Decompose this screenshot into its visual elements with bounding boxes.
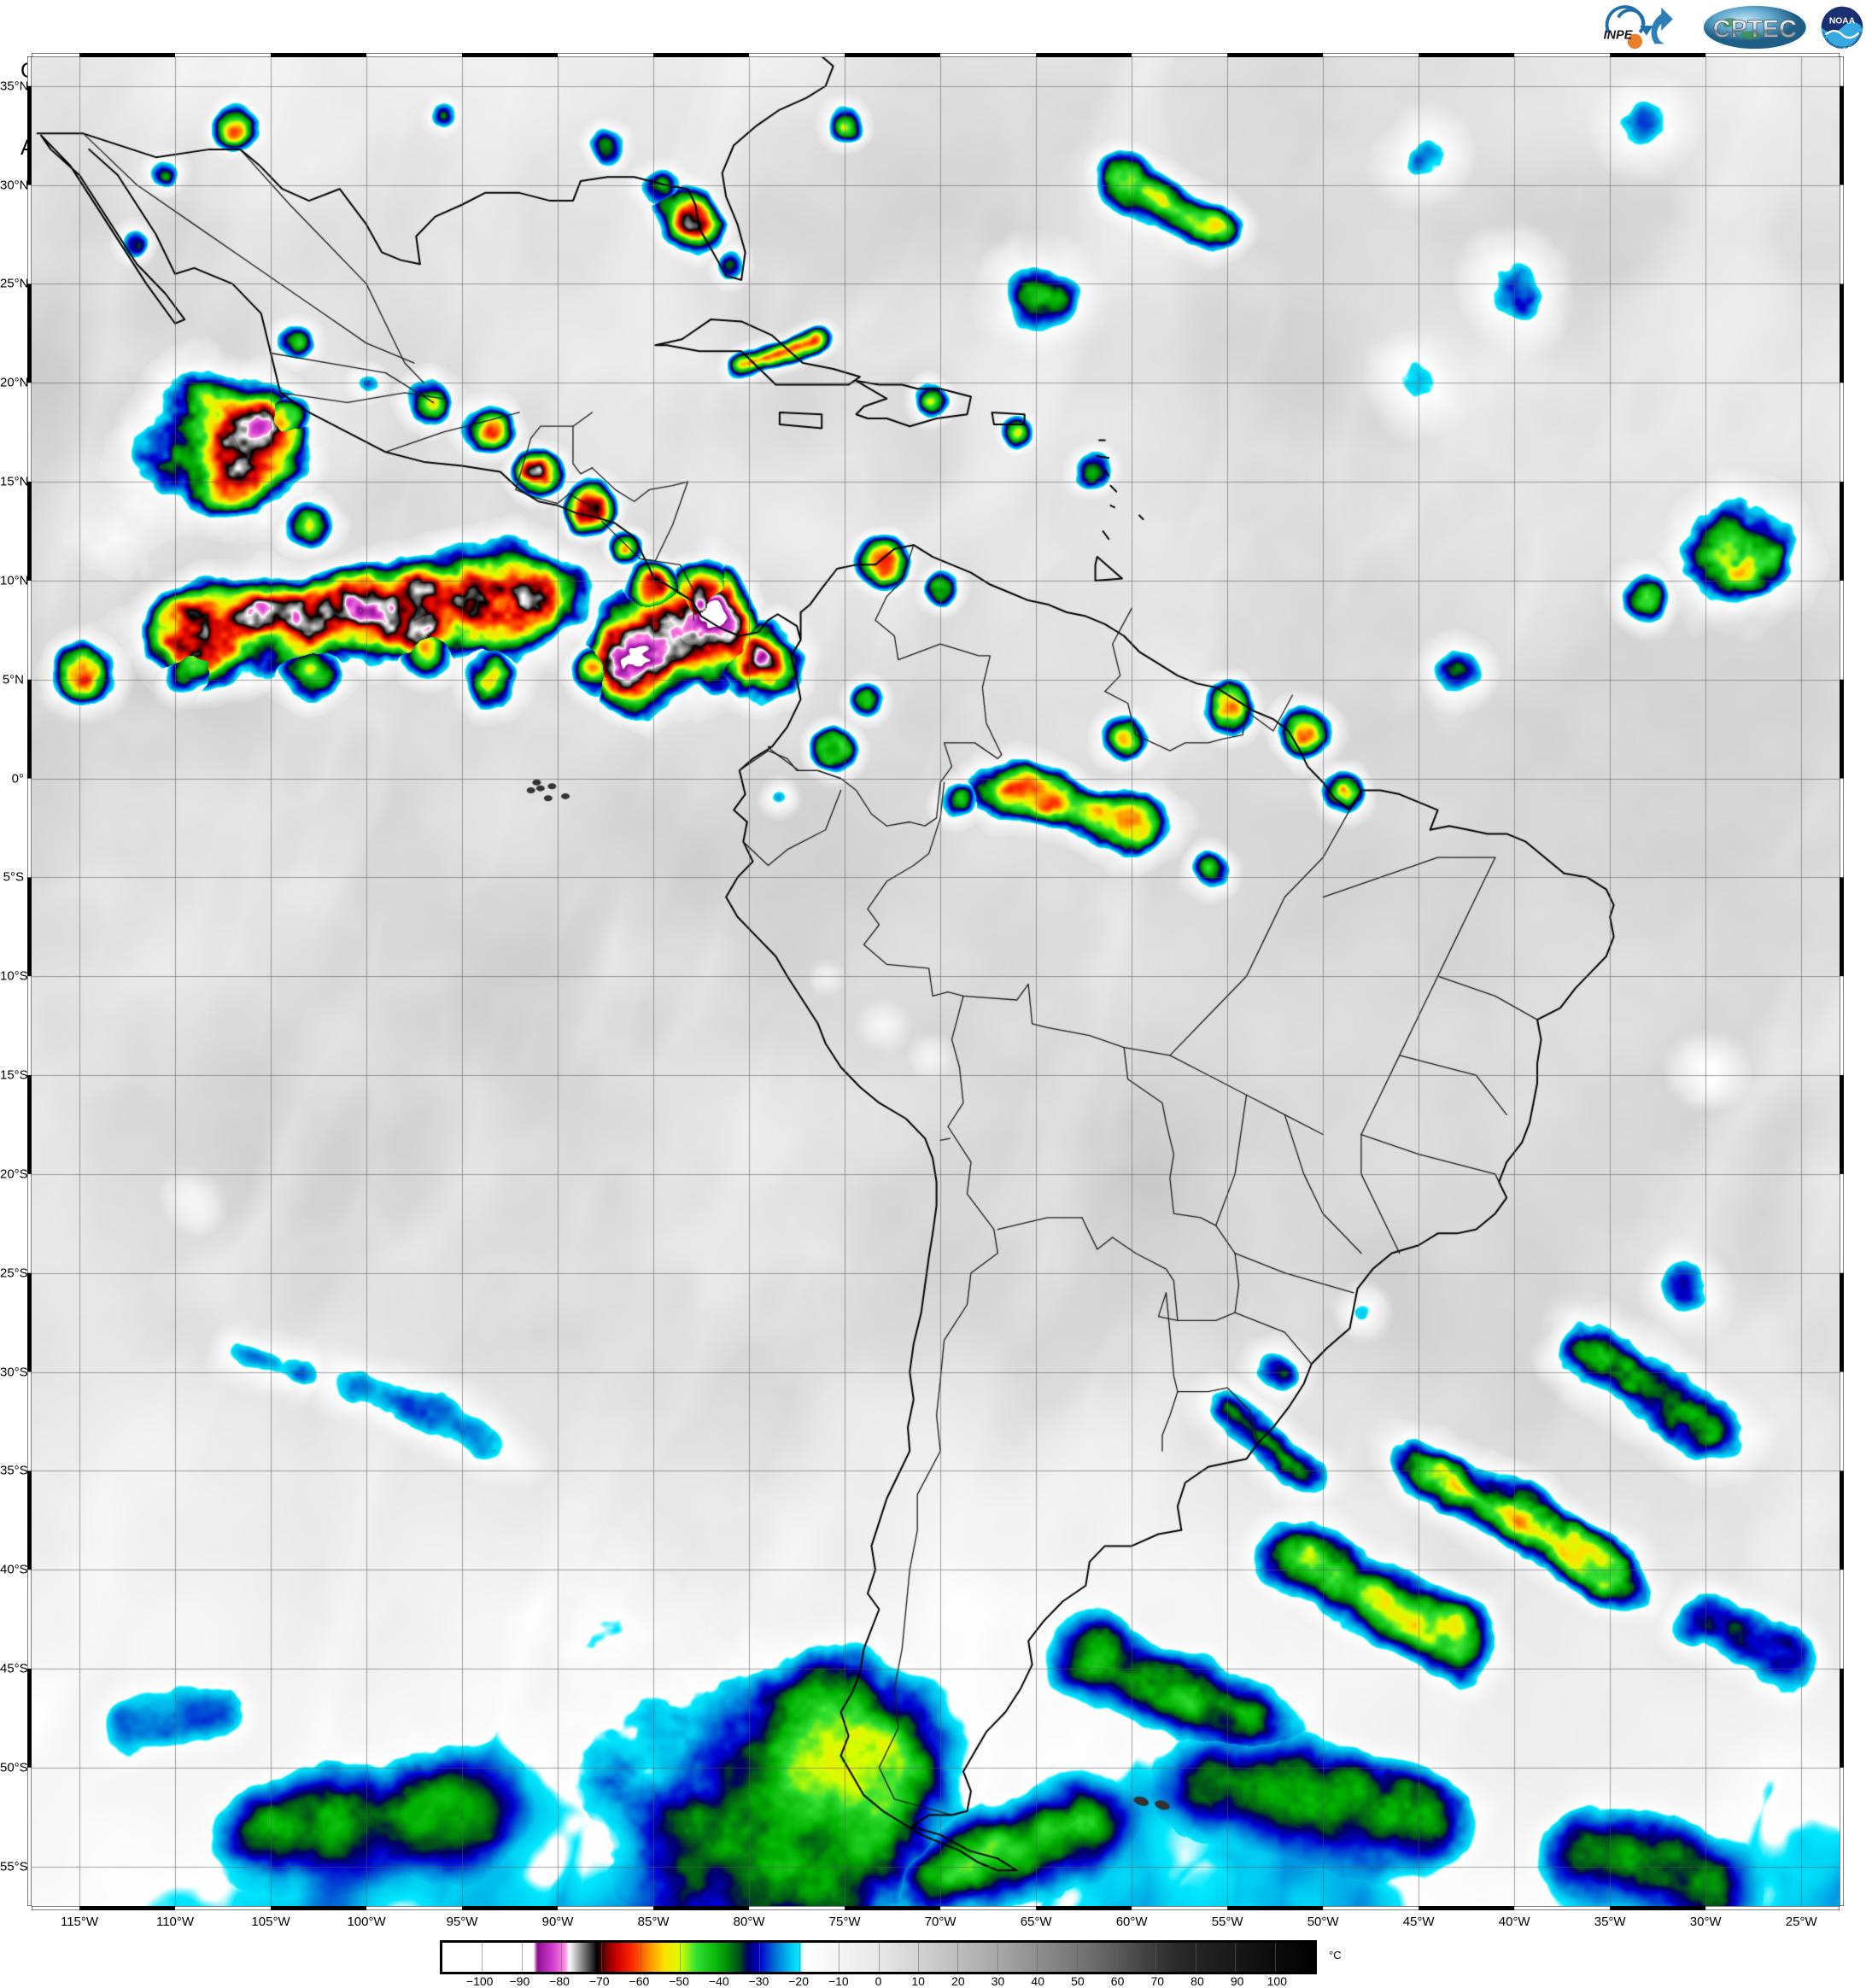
satellite-image-canvas[interactable]	[32, 56, 1840, 1906]
lat-tick-label: 10°N	[0, 573, 29, 588]
colorbar-divider	[680, 1943, 682, 1972]
lat-tick-label: 45°S	[0, 1661, 28, 1676]
noaa-logo: NOAA NATIONAL OCEANIC AND ATMOSPHERIC AD…	[1817, 3, 1867, 52]
inpe-logo: INPE	[1604, 5, 1674, 50]
map-frame-right-ticks	[1840, 56, 1844, 1906]
svg-text:CPTEC: CPTEC	[1713, 16, 1797, 44]
colorbar-divider	[799, 1943, 800, 1972]
colorbar-tick-label: −90	[509, 1974, 530, 1988]
colorbar-divider	[1155, 1943, 1157, 1972]
colorbar-divider	[1274, 1943, 1276, 1972]
colorbar-tick-label: 70	[1150, 1974, 1165, 1988]
colorbar-divider	[759, 1943, 761, 1972]
lat-tick-label: 25°S	[0, 1266, 28, 1281]
colorbar-divider	[997, 1943, 998, 1972]
lon-tick-label: 110°W	[155, 1915, 195, 1929]
satellite-map[interactable]	[32, 56, 1840, 1906]
colorbar-tick-label: −10	[828, 1974, 849, 1988]
colorbar-tick-label: −60	[629, 1974, 650, 1988]
colorbar-tick-label: 80	[1190, 1974, 1204, 1988]
lon-tick-label: 60°W	[1115, 1915, 1148, 1929]
header: GOES16 - CANAL_16 (13.30 microns) Améric…	[0, 0, 1872, 160]
lon-tick-label: 100°W	[347, 1915, 386, 1929]
colorbar-divider	[1235, 1943, 1237, 1972]
colorbar-divider	[917, 1943, 919, 1972]
lon-tick-label: 90°W	[541, 1915, 574, 1929]
temperature-colorbar[interactable]: °C −100 −90 −80 −70 −60 −50 −40 −30 −20 −10 0 10 20 3…	[0, 1935, 1872, 1988]
lon-tick-label: 55°W	[1211, 1915, 1243, 1929]
colorbar-divider	[1076, 1943, 1078, 1972]
logo-group: INPE CPTEC	[1594, 2, 1867, 53]
colorbar-divider	[600, 1943, 602, 1972]
lon-tick-label: 65°W	[1020, 1915, 1052, 1929]
colorbar-tick-label: −80	[549, 1974, 570, 1988]
lat-tick-label: 50°S	[0, 1760, 28, 1775]
lon-tick-label: 50°W	[1307, 1915, 1339, 1929]
lon-tick-label: 40°W	[1498, 1915, 1530, 1929]
colorbar-tick-label: 40	[1031, 1974, 1045, 1988]
lon-tick-label: 75°W	[828, 1915, 861, 1929]
lat-tick-label: 35°N	[0, 79, 29, 94]
colorbar-divider	[957, 1943, 959, 1972]
map-frame-bottom-ticks	[32, 1906, 1840, 1910]
lon-tick-label: 45°W	[1402, 1915, 1435, 1929]
colorbar-divider	[719, 1943, 721, 1972]
colorbar-unit-label: °C	[1329, 1949, 1342, 1962]
colorbar-divider	[521, 1943, 523, 1972]
lat-tick-label: 0°	[11, 771, 24, 786]
lon-tick-label: 105°W	[251, 1915, 290, 1929]
colorbar-tick-label: −50	[669, 1974, 689, 1988]
colorbar-tick-label: 30	[991, 1974, 1005, 1988]
colorbar-tick-label: 0	[875, 1974, 882, 1988]
colorbar-divider	[1115, 1943, 1117, 1972]
colorbar-swatch[interactable]	[440, 1940, 1317, 1974]
colorbar-divider	[1037, 1943, 1038, 1972]
lat-tick-label: 30°N	[0, 178, 29, 193]
colorbar-tick-label: −30	[748, 1974, 769, 1988]
lat-tick-label: 20°S	[0, 1166, 28, 1182]
lat-tick-label: 15°S	[0, 1067, 28, 1083]
lat-tick-label: 55°S	[0, 1859, 28, 1874]
lat-tick-label: 5°N	[2, 672, 24, 687]
colorbar-divider	[878, 1943, 880, 1972]
colorbar-tick-label: 10	[911, 1974, 925, 1988]
lon-tick-label: 115°W	[60, 1915, 99, 1929]
lat-tick-label: 15°N	[0, 474, 29, 489]
lon-tick-label: 30°W	[1689, 1915, 1722, 1929]
svg-text:NOAA: NOAA	[1829, 16, 1856, 26]
lon-tick-label: 85°W	[637, 1915, 670, 1929]
colorbar-tick-label: −20	[788, 1974, 809, 1988]
colorbar-tick-label: 90	[1230, 1974, 1244, 1988]
lat-tick-label: 25°N	[0, 276, 29, 291]
cptec-logo: CPTEC	[1704, 5, 1807, 50]
lat-tick-label: 10°S	[0, 968, 28, 984]
colorbar-tick-label: −40	[708, 1974, 729, 1988]
lat-tick-label: 30°S	[0, 1365, 28, 1380]
lon-tick-label: 80°W	[733, 1915, 765, 1929]
colorbar-tick-label: −70	[588, 1974, 610, 1988]
colorbar-tick-label: 50	[1071, 1974, 1085, 1988]
svg-text:INPE: INPE	[1604, 29, 1634, 43]
lon-tick-label: 35°W	[1594, 1915, 1626, 1929]
lat-tick-label: 5°S	[3, 869, 24, 885]
colorbar-tick-label: 60	[1110, 1974, 1125, 1988]
colorbar-divider	[561, 1943, 563, 1972]
lon-tick-label: 70°W	[924, 1915, 956, 1929]
lon-tick-label: 95°W	[446, 1915, 478, 1929]
colorbar-divider	[482, 1943, 483, 1972]
lat-tick-label: 35°S	[0, 1463, 28, 1478]
lon-tick-label: 25°W	[1785, 1915, 1817, 1929]
colorbar-tick-label: 20	[951, 1974, 965, 1988]
colorbar-tick-label: −100	[465, 1974, 494, 1988]
lat-tick-label: 20°N	[0, 375, 29, 390]
lat-tick-label: 40°S	[0, 1562, 28, 1577]
colorbar-tick-label: 100	[1267, 1974, 1287, 1988]
